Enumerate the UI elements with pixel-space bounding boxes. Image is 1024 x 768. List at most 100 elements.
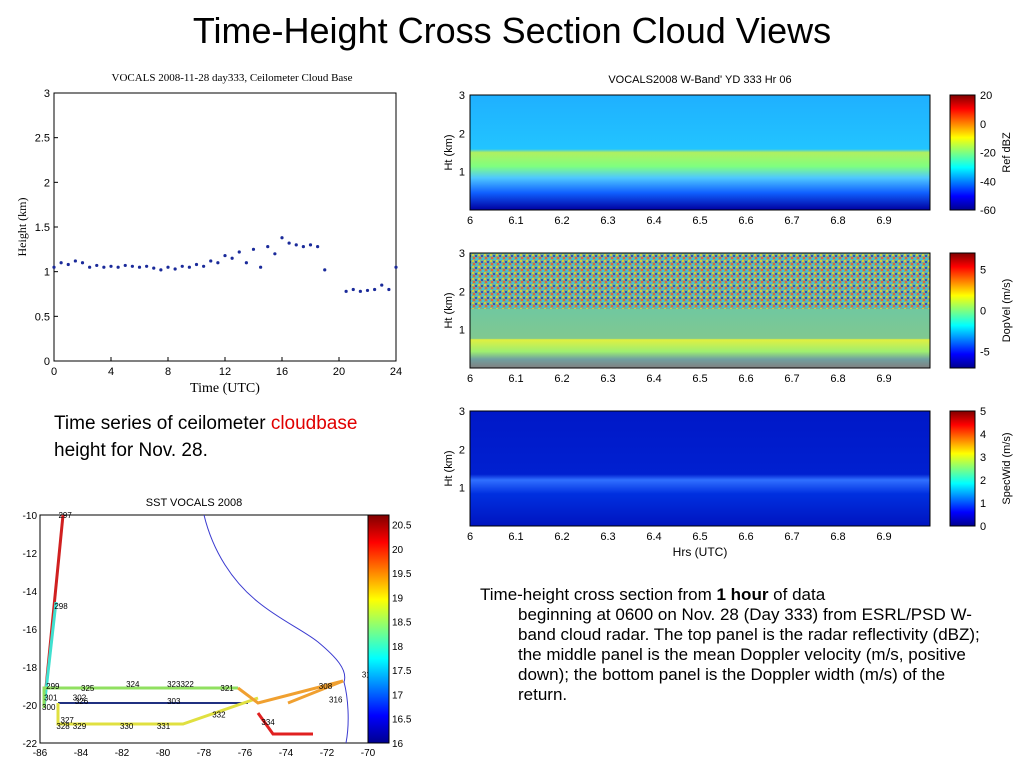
radar-xtick-label: 6.2 [554,373,569,385]
ceil-point [123,263,127,268]
ceil-xtick-label: 24 [390,366,402,378]
ceil-point [109,264,113,268]
radar-colorbar-label: SpecWid (m/s) [1001,432,1013,504]
sst-track-label: 303 [167,697,181,706]
ceil-ytick-label: 1.5 [35,222,50,234]
radar-ylabel: Ht (km) [443,134,455,170]
sst-track-label: 330 [120,722,134,731]
ceil-point [244,261,248,265]
radar-xtick-label: 6.1 [508,373,523,385]
sst-track-label: 325 [81,684,95,693]
track-south-leg [56,696,259,726]
radar-colorbar-tick-label: 3 [980,452,986,464]
radar-xtick-label: 6.5 [692,215,707,227]
caption-highlight-cloudbase: cloudbase [270,413,358,434]
sst-xtick-label: -74 [279,748,294,759]
ceil-xtick-label: 12 [219,366,231,378]
radar-xtick-label: 6.1 [508,215,523,227]
sst-xtick-label: -72 [320,748,335,759]
sst-track-label: 323322 [167,680,194,689]
ceil-xtick-label: 20 [333,366,345,378]
radar-colorbar-tick-label: -20 [980,148,996,160]
ceil-point [259,265,263,269]
sst-ytick-label: -20 [23,701,38,712]
sst-track-label: 302 [73,693,87,702]
ceil-point [380,283,384,287]
sst-ytick-label: -16 [23,625,38,636]
sst-track-label: 308 [319,682,333,691]
radar-ytick-label: 2 [459,128,465,140]
radar-colorbar-label: Ref dBZ [1001,132,1013,173]
radar-xtick-label: 6.2 [554,215,569,227]
ceil-point [73,259,77,263]
ceil-point [287,241,291,245]
ceil-point [130,264,134,268]
ceil-xtick-label: 4 [108,366,114,378]
sst-track-labels: 297 298 299 325 324 323322 321 301 302 300 326 303 3… [42,511,376,731]
sst-colorbar-tick-label: 20 [392,545,404,556]
sst-xtick-label: -70 [361,748,376,759]
radar-xtick-label: 6.9 [876,215,891,227]
radar-ylabel: Ht (km) [443,450,455,486]
ceil-point [365,288,370,293]
sst-ytick-label: -14 [23,587,38,598]
sst-colorbar-tick-label: 17 [392,690,404,701]
ceil-point [159,268,163,272]
radar-xtick-label: 6.6 [738,373,753,385]
sst-track-label: 326 [75,697,89,706]
track-southeast-leg [256,712,313,736]
radar-xtick-label: 6 [467,215,473,227]
radar-xtick-label: 6.8 [830,215,845,227]
ceil-point [316,245,320,249]
radar-ytick-label: 2 [459,286,465,298]
sst-track-label: 324 [126,680,140,689]
sst-track-label: 300 [42,703,56,712]
ceil-point [266,245,270,249]
radar-xtick-label: 6.3 [600,531,615,543]
radar-colorbar-tick-label: 2 [980,475,986,487]
ceil-point [173,267,177,271]
radar-xtick-label: 6.3 [600,373,615,385]
ceil-point [323,268,327,272]
radar-xtick-label: 6.4 [646,373,661,385]
reflectivity-colorbar [949,94,976,211]
doppler-noise-layer [470,253,930,309]
radar-caption-bold: 1 hour [716,585,769,604]
sst-track-label: 301 [44,693,58,702]
radar-xlabel: Hrs (UTC) [673,545,728,559]
coastline [203,514,349,744]
sst-ytick-label: -12 [23,549,38,560]
ceil-ytick-label: 0 [44,356,50,368]
radar-caption: Time-height cross section from 1 hour of… [480,585,980,705]
doppler-velocity-panel [470,309,930,368]
radar-colorbar-tick-label: 5 [980,406,986,418]
ceil-point [273,252,277,256]
ceil-ytick-label: 2 [44,177,50,189]
ceil-point [216,261,220,265]
radar-colorbar-tick-label: 4 [980,429,986,441]
radar-ytick-label: 3 [459,248,465,260]
radar-colorbar-tick-label: 0 [980,306,986,318]
ceil-point [237,250,241,254]
radar-xtick-label: 6.9 [876,373,891,385]
ceil-point [351,287,355,292]
radar-xtick-label: 6.7 [784,215,799,227]
caption-text-after: height for Nov. 28. [54,440,208,461]
ceil-ytick-label: 2.5 [35,133,50,145]
ceil-point [358,289,362,293]
ceil-point [187,265,191,269]
radar-ytick-label: 2 [459,444,465,456]
ceil-point [80,261,85,265]
ceil-point [373,287,377,292]
ceil-point [166,265,170,269]
ceil-point [180,264,184,268]
radar-xtick-label: 6.9 [876,531,891,543]
sst-colorbar-tick-label: 18 [392,642,404,653]
radar-caption-body: beginning at 0600 on Nov. 28 (Day 333) f… [518,605,980,704]
track-north-leg-cool [42,601,58,709]
ceil-point [88,265,92,269]
radar-xtick-label: 6.7 [784,531,799,543]
sst-track-label: 334 [261,718,275,727]
ceil-point [202,264,206,268]
ceil-point [66,262,70,267]
